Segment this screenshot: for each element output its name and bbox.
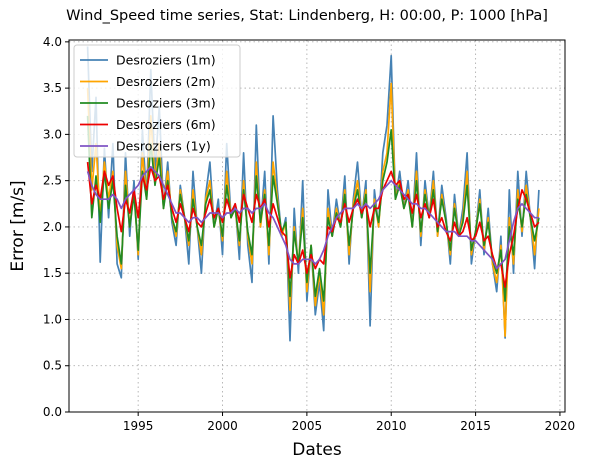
x-tick-label: 2005 (292, 419, 323, 433)
series-group (86, 46, 540, 342)
x-tick-label: 1995 (123, 419, 154, 433)
plot-frame (68, 39, 566, 413)
legend-box (73, 44, 241, 158)
legend-label-4: Desroziers (6m) (116, 117, 216, 132)
y-tick-label: 2.0 (43, 220, 62, 234)
y-tick-label: 3.0 (43, 127, 62, 141)
chart-title: Wind_Speed time series, Stat: Lindenberg… (66, 8, 548, 24)
y-axis-label: Error [m/s] (8, 180, 28, 271)
y-tick-label: 3.5 (43, 81, 62, 95)
y-tick-label: 1.5 (43, 266, 62, 280)
x-tick-label: 2010 (376, 419, 407, 433)
legend-label-3: Desroziers (3m) (116, 96, 216, 111)
legend: Desroziers (1m) Desroziers (2m) Desroziers… (73, 44, 241, 158)
x-tick-label: 2020 (545, 419, 576, 433)
y-tick-label: 0.5 (43, 359, 62, 373)
y-tick-label: 4.0 (43, 35, 62, 49)
y-tick-label: 2.5 (43, 174, 62, 188)
x-axis-label: Dates (292, 440, 342, 460)
y-tick-label: 1.0 (43, 312, 62, 326)
legend-label-1: Desroziers (1m) (116, 53, 216, 68)
ticks: 1995 2000 2005 2010 2015 2020 0.0 0.5 1.0 1.5 2.0 2… (43, 35, 575, 433)
legend-label-2: Desroziers (2m) (116, 74, 216, 89)
x-tick-label: 2000 (207, 419, 238, 433)
y-tick-label: 0.0 (43, 405, 62, 419)
series-line-5 (86, 165, 539, 270)
legend-label-5: Desroziers (1y) (116, 139, 211, 154)
series-line-3 (86, 115, 540, 302)
x-tick-label: 2015 (460, 419, 491, 433)
